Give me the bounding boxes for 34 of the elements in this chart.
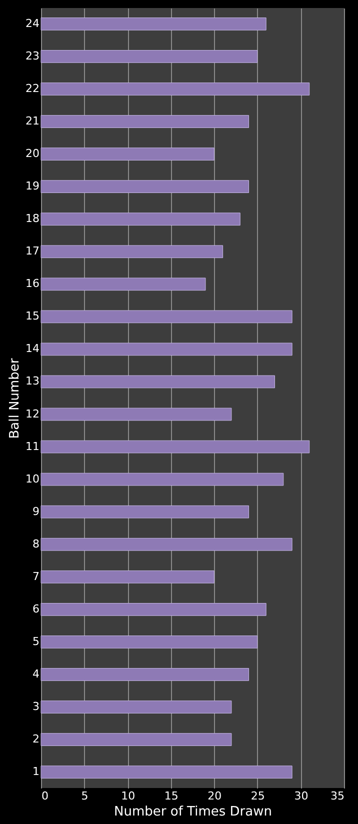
y-axis-title: Ball Number: [8, 358, 23, 439]
x-tick-label: 0: [42, 790, 48, 802]
y-tick-label: 24: [26, 16, 40, 30]
x-tick-label: 30: [294, 790, 308, 802]
y-tick-label: 23: [26, 49, 40, 62]
y-tick-label: 13: [26, 374, 40, 388]
y-tick-label: 21: [26, 114, 40, 128]
y-tick-label: 6: [32, 602, 40, 616]
y-tick-label: 5: [32, 634, 40, 648]
y-tick-label: 1: [32, 765, 40, 778]
x-tick-label: 20: [208, 790, 222, 802]
x-tick-label: 10: [121, 790, 136, 802]
x-tick-label: 15: [164, 790, 178, 802]
y-tick-label: 9: [32, 504, 40, 518]
y-tick-label: 17: [26, 244, 40, 258]
y-tick-label: 15: [26, 310, 40, 323]
y-tick-label: 19: [26, 180, 40, 193]
y-tick-label: 18: [26, 212, 40, 226]
y-tick-label: 3: [32, 700, 40, 714]
y-tick-label: 2: [32, 732, 40, 746]
y-tick-label: 11: [26, 440, 40, 453]
y-tick-label: 7: [32, 570, 40, 583]
y-tick-label: 22: [26, 82, 40, 95]
y-tick-label: 8: [32, 537, 40, 550]
x-tick-label: 25: [250, 790, 265, 802]
y-tick-label: 16: [26, 277, 40, 290]
x-tick-label: 5: [81, 790, 88, 802]
y-tick-label: 10: [26, 472, 40, 486]
y-tick-label: 4: [32, 667, 40, 680]
x-tick-label: 35: [330, 790, 344, 802]
y-tick-label: 14: [26, 342, 40, 356]
x-axis-title: Number of Times Drawn: [114, 804, 272, 820]
y-tick-label: 20: [26, 147, 40, 160]
y-tick-label: 12: [26, 407, 40, 420]
